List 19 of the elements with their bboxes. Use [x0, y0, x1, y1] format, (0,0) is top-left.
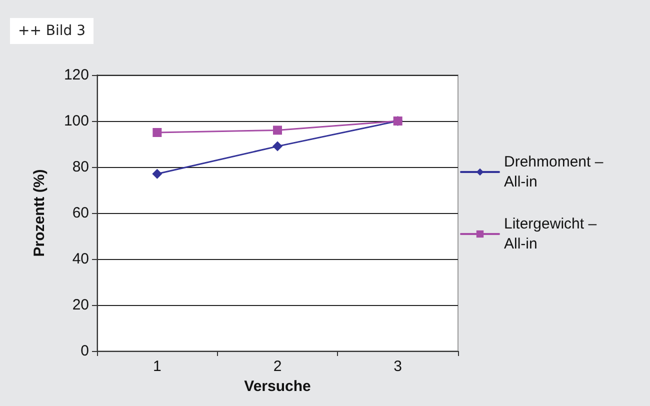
point	[272, 141, 282, 152]
y-tick-label: 0	[80, 342, 89, 360]
x-tick-label: 3	[394, 358, 402, 375]
y-tick-label: 20	[72, 296, 89, 314]
y-axis-title: Prozentt (%)	[31, 169, 48, 257]
x-tick-label: 1	[152, 358, 162, 375]
x-axis-title: Versuche	[244, 378, 311, 395]
y-tick-label: 60	[72, 204, 89, 222]
y-tick-label: 80	[72, 158, 89, 176]
x-tick-label: 2	[273, 358, 282, 375]
y-tick-label: 40	[72, 250, 89, 268]
legend-label: Litergewicht – All-in	[504, 216, 601, 252]
legend-label: Drehmoment – All-in	[504, 154, 608, 190]
point	[152, 128, 162, 137]
point	[152, 168, 162, 179]
point	[273, 126, 282, 135]
y-tick-label: 120	[64, 66, 89, 84]
chart-title: ++ Bild 3	[18, 23, 86, 39]
y-tick-label: 100	[64, 112, 89, 130]
